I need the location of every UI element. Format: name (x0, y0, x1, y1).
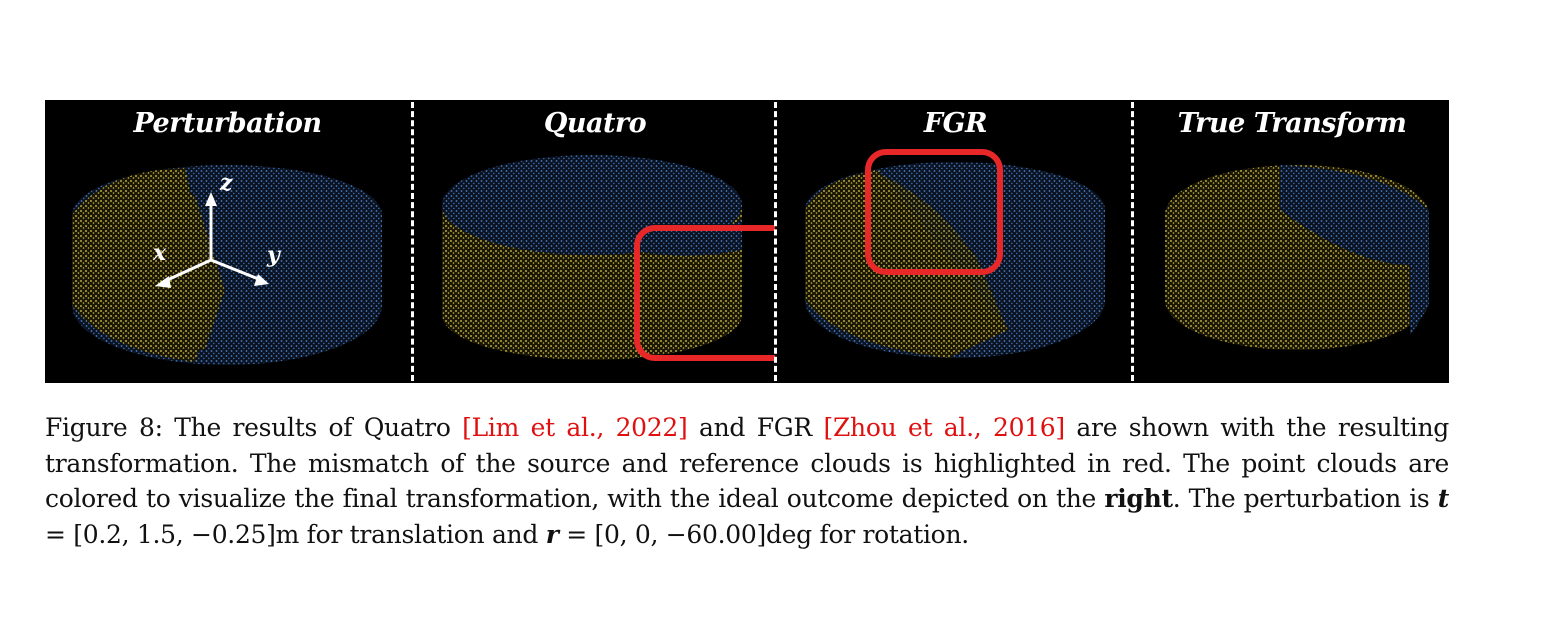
panel-title: FGR (923, 108, 988, 139)
caption-text: = [0.2, 1.5, −0.25]m for translation and (45, 519, 546, 549)
figure-image: Perturbation z x y (45, 100, 1449, 383)
point-cloud-quatro (442, 155, 775, 361)
math-r: r (545, 519, 559, 549)
axis-label-z: z (220, 170, 233, 196)
panel-perturbation: Perturbation z x y (45, 100, 410, 383)
highlight-box (865, 149, 1003, 275)
citation-link[interactable]: [Zhou et al., 2016] (823, 413, 1066, 442)
panel-divider (1131, 102, 1134, 381)
panel-true-transform: True Transform (1135, 100, 1449, 383)
axis-label-y: y (267, 242, 280, 268)
axes-gizmo (155, 192, 269, 288)
panel-fgr: FGR (778, 100, 1133, 383)
point-cloud-perturbation (72, 165, 382, 365)
panel-title: True Transform (1177, 108, 1407, 139)
caption-text: are shown with the resulting transformat… (45, 413, 1449, 513)
math-t: t (1437, 484, 1450, 513)
caption-text: The results of Quatro (174, 413, 463, 442)
panel-divider (774, 102, 777, 381)
axis-label-x: x (153, 240, 167, 266)
caption-text: = [0, 0, −60.00]deg for rotation. (558, 519, 969, 549)
caption-text: and FGR (687, 413, 824, 442)
point-cloud-fgr (805, 149, 1105, 358)
point-cloud-true-transform (1165, 165, 1429, 350)
figure-caption: Figure 8: The results of Quatro [Lim et … (45, 410, 1449, 552)
caption-label: Figure 8: (45, 413, 163, 442)
caption-bold-right: right (1104, 484, 1173, 513)
citation-link[interactable]: [Lim et al., 2022] (462, 413, 688, 442)
panel-title: Quatro (543, 108, 647, 139)
panel-quatro: Quatro (415, 100, 775, 383)
caption-text: . The perturbation is (1172, 484, 1438, 513)
highlight-box (634, 225, 775, 361)
panel-divider (411, 102, 414, 381)
panel-title: Perturbation (133, 108, 322, 139)
